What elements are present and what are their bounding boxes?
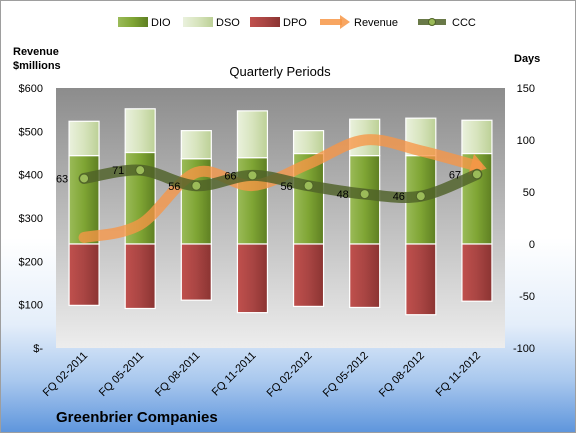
right-tick-label: 0	[529, 239, 535, 251]
right-tick-label: 100	[517, 135, 535, 147]
left-axis-title-line1: Revenue	[13, 46, 59, 58]
ccc-point	[359, 189, 370, 200]
bar-dpo	[68, 243, 100, 306]
ccc-point	[191, 180, 202, 191]
right-tick-label: 50	[523, 187, 535, 199]
legend-label: DIO	[151, 17, 171, 29]
bar-dso	[180, 130, 212, 160]
company-name: Greenbrier Companies	[56, 409, 218, 426]
ccc-data-label: 71	[112, 165, 124, 177]
legend-marker-ccc	[428, 18, 436, 26]
ccc-data-label: 46	[393, 191, 405, 203]
legend-label: CCC	[452, 17, 476, 29]
bar-dpo	[180, 243, 212, 301]
legend-label: DPO	[283, 17, 307, 29]
ccc-point	[415, 191, 426, 202]
left-tick-label: $300	[19, 213, 43, 225]
bar-dso	[461, 119, 493, 155]
bar-dpo	[461, 243, 493, 302]
right-tick-label: -100	[513, 343, 535, 355]
ccc-data-label: 48	[337, 189, 349, 201]
right-tick-label: -50	[519, 291, 535, 303]
bar-dpo	[405, 243, 437, 316]
ccc-point	[303, 180, 314, 191]
bar-dpo	[292, 243, 325, 308]
left-tick-label: $-	[33, 343, 43, 355]
left-axis-title-line2: $millions	[13, 60, 61, 72]
bar-dso	[236, 110, 269, 159]
ccc-data-label: 63	[56, 173, 68, 185]
legend-swatch-dio	[118, 17, 148, 27]
right-tick-label: 150	[517, 83, 535, 95]
legend-label: Revenue	[354, 17, 398, 29]
left-tick-label: $200	[19, 256, 43, 268]
left-tick-label: $100	[19, 300, 43, 312]
ccc-point	[247, 170, 258, 181]
ccc-point	[471, 169, 482, 180]
legend-swatch-dpo	[250, 17, 280, 27]
bar-dso	[292, 130, 325, 155]
legend-arrow-revenue	[340, 15, 350, 29]
bar-dso	[68, 120, 100, 157]
legend-swatch-dso	[183, 17, 213, 27]
ccc-data-label: 66	[224, 170, 236, 182]
ccc-data-label: 56	[280, 181, 292, 193]
left-tick-label: $500	[19, 126, 43, 138]
chart-title: Quarterly Periods	[229, 64, 331, 79]
right-axis-title: Days	[514, 53, 540, 65]
bar-dso	[124, 108, 156, 154]
ccc-data-label: 67	[449, 169, 461, 181]
legend: DIO DSO DPO Revenue CCC	[118, 15, 476, 29]
ccc-point	[79, 173, 90, 184]
left-axis-ticks: $- $100 $200 $300 $400 $500 $600	[19, 83, 44, 355]
plot-area	[56, 88, 505, 348]
left-tick-label: $400	[19, 170, 43, 182]
bar-dpo	[349, 243, 381, 309]
bar-dpo	[236, 243, 269, 314]
ccc-line-layer: 63 71 56 66 56 48 46 67	[56, 164, 483, 203]
legend-label: DSO	[216, 17, 240, 29]
ccc-point	[135, 165, 146, 176]
revenue-arrowhead	[468, 153, 487, 176]
right-axis-ticks: -100 -50 0 50 100 150	[513, 83, 535, 355]
left-tick-label: $600	[19, 83, 43, 95]
bar-dio	[68, 155, 100, 245]
bar-dpo	[124, 243, 156, 310]
ccc-data-label: 56	[168, 181, 180, 193]
